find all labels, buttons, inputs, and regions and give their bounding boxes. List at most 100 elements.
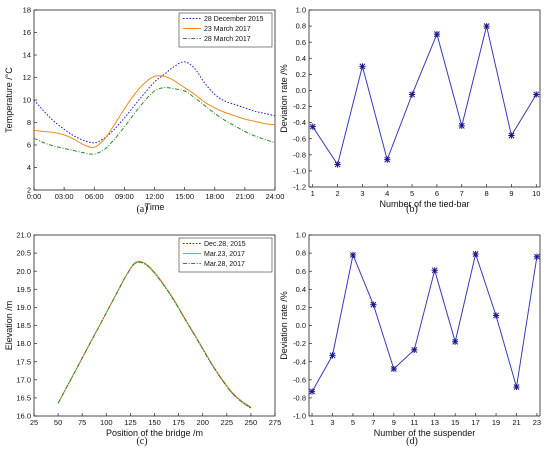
chart-panel-4: -1.0-0.8-0.6-0.4-0.20.00.20.40.60.81.01 3…: [279, 231, 541, 447]
y-tick-label: -1.0: [293, 167, 306, 176]
y-tick-label: 0.4: [296, 285, 306, 294]
x-tick-label: 17: [471, 418, 479, 427]
data-point-marker: [384, 156, 391, 163]
data-point-marker: [334, 161, 341, 168]
chart-panel-3: 16.0 16.5 17.0 17.5 18.0 18.5 19.0 19.5 20.0 20.5…: [4, 231, 281, 447]
data-point-marker: [513, 383, 520, 391]
y-tick-label: 10: [23, 96, 31, 105]
x-tick-label: 100: [100, 418, 113, 427]
panel-label: (d): [406, 436, 418, 447]
x-tick-label: 06:00: [85, 192, 104, 201]
series-line-3: [57, 261, 252, 409]
x-tick-label: 175: [172, 418, 185, 427]
x-tick-label: 11: [410, 418, 418, 427]
chart-panel-1: 2 4 6 8 10 12 14 16 18 0:00 03:00 06:00 09:00 12:00 15…: [4, 6, 284, 215]
legend-entry: 28 March 2017: [204, 36, 251, 43]
x-tick-label: 23: [533, 418, 541, 427]
legend-entry: Mar.28, 2017: [204, 261, 245, 268]
data-point-marker: [492, 312, 500, 319]
x-tick-label: 09:00: [115, 192, 134, 201]
y-tick-label: 16: [23, 28, 31, 37]
legend-entry: 23 March 2017: [204, 26, 251, 33]
x-tick-label: 50: [54, 418, 62, 427]
x-tick-label: 5: [351, 418, 355, 427]
y-tick-label: 1.0: [296, 6, 306, 15]
y-tick-label: -0.6: [293, 134, 306, 143]
legend-entry: Dec.28, 2015: [204, 241, 246, 248]
y-tick-label: 16.5: [16, 394, 31, 403]
data-point-marker: [452, 338, 459, 345]
y-tick-label: 18: [23, 6, 31, 15]
x-tick-label: 9: [392, 418, 396, 427]
y-tick-label: 0.6: [296, 267, 306, 276]
y-tick-label: 17.0: [16, 375, 31, 384]
x-tick-label: 7: [460, 189, 464, 198]
y-tick-label: -1.0: [293, 412, 306, 421]
y-tick-label: -1.2: [293, 183, 306, 192]
x-tick-label: 0:00: [27, 192, 42, 201]
x-tick-label: 150: [148, 418, 161, 427]
y-tick-label: -0.4: [293, 118, 306, 127]
x-tick-label: 3: [360, 189, 364, 198]
series-line-2: [57, 260, 252, 408]
series-line-1: [57, 261, 252, 409]
plot-frame: [308, 234, 541, 417]
y-tick-label: -0.6: [293, 375, 306, 384]
series-line-1: [311, 252, 538, 392]
y-tick-label: 20.0: [16, 267, 31, 276]
x-tick-label: 2: [335, 189, 339, 198]
y-tick-label: 14: [23, 51, 31, 60]
data-point-marker: [533, 253, 541, 260]
data-point-marker: [458, 122, 465, 129]
x-axis-label: Number of the suspender: [374, 428, 476, 438]
y-tick-label: -0.8: [293, 150, 306, 159]
chart-panel-2: -1.2 -1.0 -0.8 -0.6 -0.4 -0.2 0.0 0.2 0.4 0.6 0.8 1…: [279, 6, 540, 215]
x-tick-label: 6: [435, 189, 439, 198]
y-tick-label: 0.0: [296, 321, 306, 330]
x-tick-label: 4: [385, 189, 389, 198]
x-tick-label: 19: [492, 418, 500, 427]
y-tick-label: 17.5: [16, 357, 31, 366]
y-tick-label: 12: [23, 73, 31, 82]
data-point-marker: [472, 250, 479, 258]
x-axis-label: Time: [145, 202, 165, 212]
x-tick-label: 21: [512, 418, 520, 427]
panel-label: (a): [136, 204, 147, 215]
y-tick-label: -0.4: [293, 357, 306, 366]
y-tick-label: 18.0: [16, 339, 31, 348]
x-tick-label: 15:00: [175, 192, 194, 201]
data-point-marker: [309, 123, 316, 130]
y-tick-label: 0.2: [296, 70, 306, 79]
x-tick-label: 13: [431, 418, 439, 427]
y-tick-label: 0.4: [296, 54, 306, 63]
y-tick-label: 19.5: [16, 285, 31, 294]
x-tick-label: 15: [451, 418, 459, 427]
legend-entry: Mar.23, 2017: [204, 251, 245, 258]
y-tick-label: 0.2: [296, 303, 306, 312]
y-tick-label: 16.0: [16, 412, 31, 421]
panel-label: (c): [136, 436, 147, 447]
data-point-marker: [483, 22, 490, 30]
x-tick-label: 7: [371, 418, 375, 427]
x-tick-label: 275: [269, 418, 282, 427]
x-tick-label: 200: [196, 418, 209, 427]
panel-label: (b): [406, 204, 418, 215]
x-tick-label: 5: [410, 189, 414, 198]
y-axis-label: Deviation rate /%: [279, 64, 289, 133]
legend-entry: 28 December 2015: [204, 16, 264, 23]
y-axis-label: Deviation rate /%: [279, 291, 289, 360]
x-tick-label: 9: [509, 189, 513, 198]
x-tick-label: 8: [485, 189, 489, 198]
x-tick-label: 24:00: [266, 192, 285, 201]
y-tick-label: 0.8: [296, 249, 306, 258]
x-tick-label: 125: [124, 418, 137, 427]
x-tick-label: 75: [78, 418, 86, 427]
data-point-marker: [349, 251, 357, 259]
data-point-marker: [390, 365, 397, 373]
y-tick-label: 19.0: [16, 303, 31, 312]
legend-box: [178, 237, 273, 273]
y-tick-label: -0.2: [293, 102, 306, 111]
data-point-marker: [411, 346, 418, 354]
x-tick-label: 3: [330, 418, 334, 427]
y-tick-label: -0.2: [293, 339, 306, 348]
